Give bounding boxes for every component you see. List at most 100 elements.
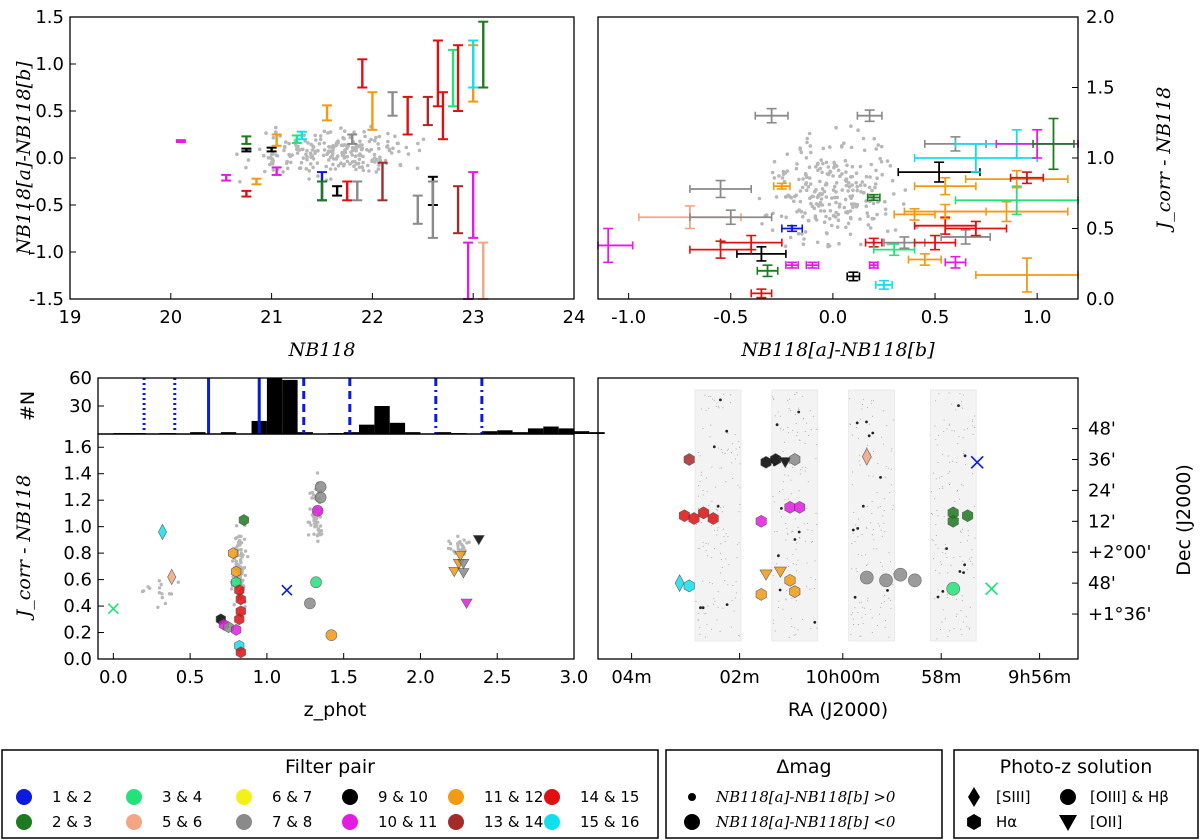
sky-source	[959, 555, 961, 557]
sky-source	[739, 487, 741, 489]
x-tick-label: 0.0	[99, 667, 128, 688]
sky-source	[714, 548, 715, 550]
grey-point	[866, 223, 871, 227]
grey-point	[342, 153, 346, 158]
sky-source	[716, 509, 717, 510]
sky-source	[953, 556, 955, 558]
marker-hexagon	[235, 593, 246, 606]
sky-source	[718, 407, 720, 409]
errorbar-16	[347, 133, 358, 145]
sky-source	[726, 449, 728, 451]
grey-point	[378, 158, 383, 163]
sky-source	[856, 527, 860, 530]
sky-source	[873, 400, 874, 402]
marker-hexagon	[698, 506, 710, 520]
grey-point	[459, 548, 463, 552]
grey-point	[814, 218, 819, 222]
grey-point	[361, 160, 365, 165]
sky-source	[955, 409, 957, 411]
sky-source	[940, 629, 942, 630]
grey-point	[348, 162, 352, 166]
sky-source	[794, 518, 796, 520]
y-tick-label: 0.0	[35, 148, 64, 169]
grey-point	[836, 218, 841, 222]
grey-point	[792, 199, 796, 204]
grey-point	[333, 167, 338, 171]
grey-point	[855, 202, 859, 207]
sky-source	[959, 393, 961, 395]
sky-source	[787, 427, 789, 428]
sky-source	[965, 616, 967, 618]
grey-point	[883, 199, 887, 204]
sky-source	[720, 543, 722, 545]
errorbar-39	[1009, 171, 1045, 185]
grey-point	[860, 180, 865, 184]
sky-source	[782, 450, 784, 452]
sky-strips	[694, 389, 977, 642]
sky-source	[954, 500, 956, 502]
sky-source	[881, 535, 883, 537]
grey-point	[819, 158, 823, 162]
sky-source	[802, 618, 804, 620]
grey-point	[888, 164, 893, 168]
grey-point	[814, 188, 818, 192]
grey-point	[879, 144, 884, 149]
grey-point	[834, 200, 838, 205]
sky-source	[702, 428, 704, 430]
sky-source	[732, 585, 734, 586]
grey-point	[772, 176, 777, 180]
sky-source	[964, 464, 966, 466]
sky-source	[950, 564, 952, 566]
sky-source	[804, 470, 806, 472]
grey-point	[465, 541, 469, 545]
grey-point	[339, 143, 344, 148]
sky-source	[705, 636, 706, 638]
grey-point	[352, 130, 356, 134]
sky-source	[937, 515, 939, 517]
histogram-bar	[389, 422, 406, 434]
sky-source	[703, 613, 705, 615]
grey-point	[236, 543, 240, 548]
sky-source	[962, 571, 965, 574]
grey-point	[284, 161, 289, 165]
sky-source	[782, 608, 784, 610]
grey-point	[777, 174, 781, 178]
histogram-bar	[497, 430, 513, 434]
sky-source	[936, 510, 938, 511]
sky-source	[727, 433, 729, 435]
grey-point	[238, 180, 242, 184]
p4-xlabel: z_phot	[304, 699, 367, 721]
x-tick-label: -0.5	[713, 307, 748, 328]
sky-source	[866, 506, 868, 508]
sky-source	[697, 613, 699, 615]
sky-source	[865, 564, 867, 566]
sky-source	[934, 598, 936, 600]
grey-point	[299, 160, 304, 165]
sky-source	[698, 485, 700, 487]
grey-point	[316, 174, 320, 178]
grey-point	[808, 144, 813, 148]
marker-hexagon	[755, 514, 767, 528]
grey-point	[157, 586, 162, 590]
sky-source	[973, 506, 975, 508]
p5-frame	[597, 377, 1079, 660]
sky-source	[736, 592, 738, 594]
legend-photoz-items: [SIII] [OIII] & Hβ Hα [OII]	[967, 787, 1169, 831]
grey-point	[802, 237, 806, 241]
sky-source	[877, 507, 879, 509]
grey-point	[235, 524, 239, 528]
legend-dmag-frame	[665, 749, 943, 839]
grey-point	[321, 153, 326, 158]
p4-y-ticks: 1.6 1.4 1.2 1.0 0.8 0.6 0.4 0.2 0.0	[63, 437, 104, 670]
errorbar-35	[478, 20, 489, 89]
grey-point	[804, 181, 809, 185]
sky-source	[962, 528, 963, 530]
grey-point	[304, 167, 309, 171]
legend-filter-title: Filter pair	[285, 756, 375, 778]
grey-point	[319, 529, 324, 533]
grey-point	[818, 200, 823, 205]
sky-source	[795, 600, 797, 602]
sky-source	[791, 626, 793, 628]
grey-point	[842, 141, 846, 145]
sky-source	[728, 564, 730, 566]
